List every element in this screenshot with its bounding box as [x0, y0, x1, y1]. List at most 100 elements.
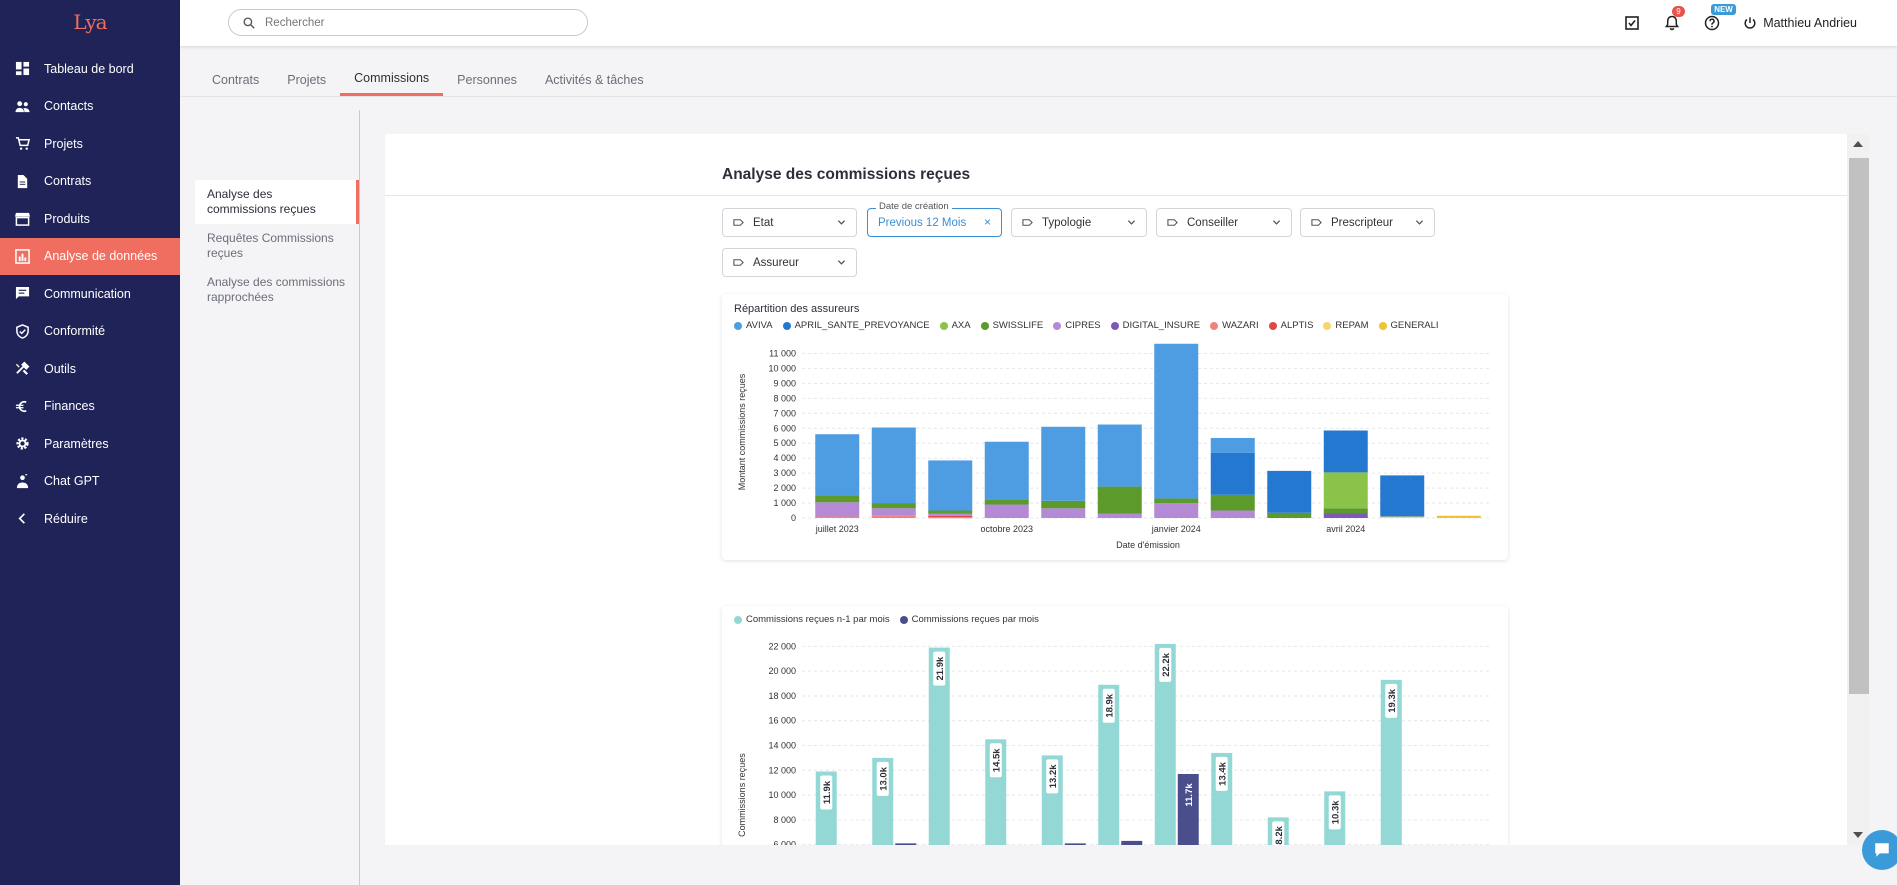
- y-axis-label: Commissions reçues: [737, 753, 747, 837]
- legend-dot: [1110, 321, 1119, 330]
- bar-segment: [815, 434, 860, 496]
- legend-label: ALPTIS: [1280, 320, 1314, 331]
- filter-conseiller-label: Conseiller: [1187, 216, 1239, 229]
- legend-item[interactable]: DIGITAL_INSURE: [1110, 320, 1200, 331]
- sidebar-item-analyse-de-donnees[interactable]: Analyse de données: [0, 237, 180, 275]
- sidebar-item-label: Chat GPT: [44, 474, 100, 489]
- legend-item[interactable]: REPAM: [1323, 320, 1369, 331]
- bar-segment: [1154, 498, 1199, 504]
- y-tick-label: 12 000: [768, 765, 796, 775]
- chevron-down-icon: [1272, 220, 1281, 225]
- legend-item[interactable]: Commissions reçues par mois: [899, 614, 1039, 625]
- tab-contrats[interactable]: Contrats: [212, 73, 260, 87]
- legend-item[interactable]: SWISSLIFE: [980, 320, 1043, 331]
- user-menu[interactable]: Matthieu Andrieu: [1743, 16, 1857, 30]
- sidebar-item-chat-gpt[interactable]: Chat GPT: [0, 463, 180, 501]
- tab-commissions[interactable]: Commissions: [340, 66, 444, 96]
- notifications-button[interactable]: 9: [1663, 6, 1685, 32]
- chevron-left-icon: [14, 511, 30, 527]
- cart-icon: [14, 136, 30, 152]
- filter-assureur[interactable]: Assureur: [722, 248, 857, 277]
- sidebar-nav: Tableau de bord Contacts Projets Contrats Pr…: [0, 50, 180, 538]
- bar-segment: [871, 508, 916, 516]
- bar-segment: [928, 513, 973, 516]
- bar-n1: [1154, 643, 1176, 845]
- legend-item[interactable]: GENERALI: [1378, 320, 1439, 331]
- submenu-requetes-commissions[interactable]: Requêtes Commissions reçues: [207, 231, 334, 260]
- data-label-bg: [1328, 795, 1341, 830]
- robot-icon: [14, 473, 30, 489]
- bar-n1: [1380, 679, 1402, 845]
- bar-n1: [1098, 684, 1120, 845]
- legend-item[interactable]: AXA: [939, 320, 971, 331]
- sub-menu: Analyse des commissions reçues Requêtes …: [195, 180, 359, 312]
- tab-personnes[interactable]: Personnes: [457, 73, 517, 87]
- sidebar-item-finances[interactable]: Finances: [0, 388, 180, 426]
- y-tick-label: 20 000: [768, 666, 796, 676]
- y-tick-label: 8 000: [773, 815, 796, 825]
- bar-segment: [815, 495, 860, 503]
- y-tick-label: 3 000: [773, 468, 796, 478]
- data-label: 11.9k: [822, 780, 833, 804]
- chat-support-button[interactable]: [1862, 830, 1897, 870]
- filter-conseiller[interactable]: Conseiller: [1156, 208, 1292, 237]
- legend-item[interactable]: Commissions reçues n-1 par mois: [734, 614, 890, 625]
- new-badge: NEW: [1711, 4, 1736, 15]
- submenu-analyse-commissions[interactable]: Analyse des commissions reçues: [195, 180, 359, 224]
- bar-segment: [1097, 513, 1142, 518]
- bar-segment: [984, 441, 1029, 500]
- user-name: Matthieu Andrieu: [1763, 16, 1857, 30]
- legend-item[interactable]: APRIL_SANTE_PREVOYANCE: [782, 320, 930, 331]
- sidebar-item-reduire[interactable]: Réduire: [0, 500, 180, 538]
- scroll-down-arrow[interactable]: [1853, 832, 1863, 838]
- legend-item[interactable]: ALPTIS: [1268, 320, 1314, 331]
- sidebar-item-projets[interactable]: Projets: [0, 125, 180, 163]
- legend-item[interactable]: WAZARI: [1210, 320, 1259, 331]
- search-input[interactable]: [265, 16, 565, 29]
- y-tick-label: 10 000: [768, 363, 796, 373]
- sidebar-item-parametres[interactable]: Paramètres: [0, 425, 180, 463]
- y-tick-label: 4 000: [773, 453, 796, 463]
- tab-activites-taches[interactable]: Activités & tâches: [544, 73, 644, 87]
- sidebar-item-tableau-de-bord[interactable]: Tableau de bord: [0, 50, 180, 88]
- data-label-bg: [1159, 647, 1172, 682]
- sidebar-item-communication[interactable]: Communication: [0, 275, 180, 313]
- filter-date-creation[interactable]: Date de création Previous 12 Mois ×: [867, 201, 1002, 237]
- tag-icon: [1167, 219, 1178, 226]
- search-box[interactable]: [228, 9, 588, 36]
- legend-item[interactable]: CIPRES: [1053, 320, 1101, 331]
- clear-filter-button[interactable]: ×: [983, 215, 991, 229]
- tasks-icon[interactable]: [1623, 14, 1641, 32]
- app-logo[interactable]: Lya: [0, 0, 180, 44]
- notifications-badge: 9: [1672, 6, 1685, 17]
- data-label-bg: [989, 743, 1002, 778]
- help-icon: [1704, 15, 1720, 31]
- filter-prescripteur[interactable]: Prescripteur: [1300, 208, 1435, 237]
- shield-icon: [14, 323, 30, 339]
- bar-segment: [1041, 508, 1086, 518]
- sidebar-item-label: Analyse de données: [44, 249, 158, 264]
- filter-etat[interactable]: Etat: [722, 208, 857, 237]
- scroll-thumb[interactable]: [1849, 158, 1869, 694]
- legend-item[interactable]: AVIVA: [734, 320, 773, 331]
- submenu-commissions-rapprochees[interactable]: Analyse des commissions rapprochées: [207, 275, 346, 304]
- bar-current: [895, 843, 917, 845]
- sidebar-item-contacts[interactable]: Contacts: [0, 88, 180, 126]
- sidebar-item-conformite[interactable]: Conformité: [0, 313, 180, 351]
- sidebar-item-contrats[interactable]: Contrats: [0, 163, 180, 201]
- bar-segment: [1041, 426, 1086, 501]
- bar-segment: [1210, 437, 1255, 453]
- sidebar-item-produits[interactable]: Produits: [0, 200, 180, 238]
- data-label-bg: [1102, 688, 1115, 723]
- data-label: 10.3k: [1330, 800, 1341, 824]
- filter-typologie[interactable]: Typologie: [1011, 208, 1147, 237]
- bar-segment: [1097, 424, 1142, 487]
- sidebar-item-outils[interactable]: Outils: [0, 350, 180, 388]
- bar-segment: [984, 504, 1029, 518]
- help-button[interactable]: NEW: [1703, 4, 1736, 32]
- euro-icon: [14, 398, 30, 414]
- panel-scrollbar[interactable]: [1847, 134, 1869, 845]
- tab-projets[interactable]: Projets: [287, 73, 327, 87]
- bar-segment: [1210, 494, 1255, 511]
- scroll-up-arrow[interactable]: [1853, 141, 1863, 147]
